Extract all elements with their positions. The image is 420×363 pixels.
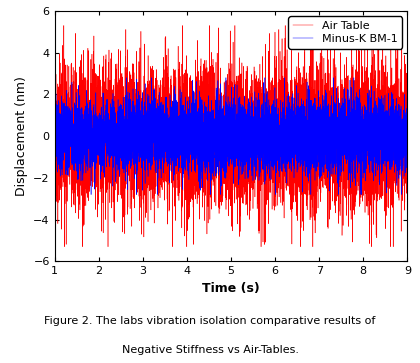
Air Table [70, 149, 75, 153]
Minus-K BM-1 [89, 192, 94, 197]
Air Table [333, 184, 338, 188]
Minus-K BM-1 [314, 107, 319, 112]
Air Table [276, 27, 281, 32]
Air Table [61, 23, 66, 28]
Line: Minus-K BM-1: Minus-K BM-1 [55, 78, 407, 195]
X-axis label: Time (s): Time (s) [202, 282, 260, 295]
Text: Figure 2. The labs vibration isolation comparative results of: Figure 2. The labs vibration isolation c… [45, 316, 375, 326]
Minus-K BM-1 [276, 136, 281, 140]
Minus-K BM-1 [70, 118, 75, 122]
Minus-K BM-1 [261, 146, 266, 150]
Minus-K BM-1 [180, 133, 185, 138]
Y-axis label: Displacement (nm): Displacement (nm) [15, 76, 28, 196]
Air Table [314, 131, 319, 135]
Air Table [62, 245, 67, 249]
Line: Air Table: Air Table [55, 25, 407, 247]
Minus-K BM-1 [124, 76, 129, 80]
Minus-K BM-1 [333, 154, 338, 158]
Air Table [261, 102, 266, 106]
Minus-K BM-1 [405, 141, 410, 145]
Minus-K BM-1 [52, 148, 57, 153]
Air Table [52, 117, 57, 122]
Air Table [180, 143, 185, 148]
Air Table [405, 65, 410, 69]
Legend: Air Table, Minus-K BM-1: Air Table, Minus-K BM-1 [288, 16, 402, 49]
Text: Negative Stiffness vs Air-Tables.: Negative Stiffness vs Air-Tables. [121, 345, 299, 355]
